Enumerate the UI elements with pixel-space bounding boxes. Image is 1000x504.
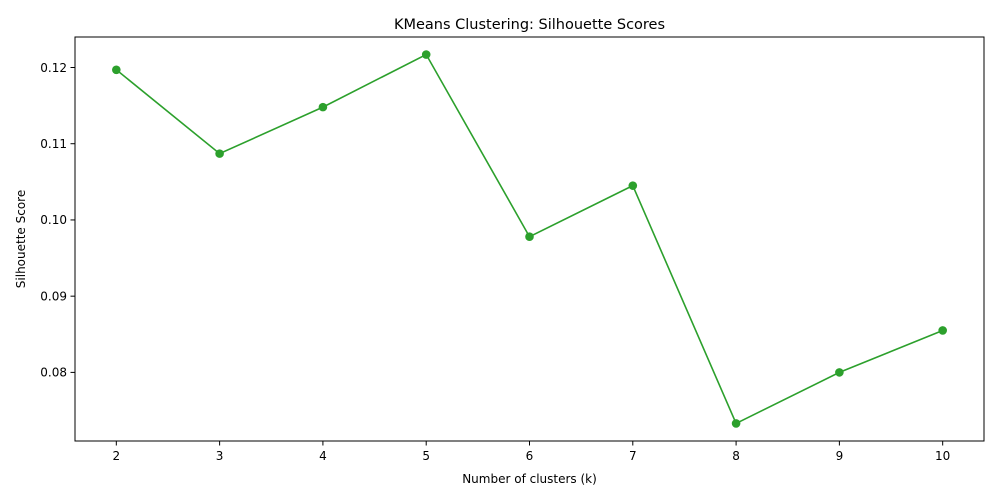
y-tick-label: 0.09 xyxy=(40,289,67,303)
x-axis: 2 3 4 5 6 7 8 9 10 xyxy=(112,441,950,463)
y-tick-label: 0.11 xyxy=(40,137,67,151)
y-axis-label: Silhouette Score xyxy=(14,190,28,288)
chart-title: KMeans Clustering: Silhouette Scores xyxy=(394,17,665,33)
y-axis: 0.08 0.09 0.10 0.11 0.12 xyxy=(40,61,75,380)
x-tick-label: 3 xyxy=(216,449,224,463)
y-tick-label: 0.12 xyxy=(40,61,67,75)
data-point xyxy=(835,368,844,377)
x-axis-label: Number of clusters (k) xyxy=(462,472,597,486)
data-point xyxy=(525,232,534,242)
data-point xyxy=(112,65,121,75)
x-tick-label: 2 xyxy=(112,449,120,463)
data-point xyxy=(318,102,328,112)
data-point xyxy=(938,326,947,335)
x-tick-label: 10 xyxy=(935,449,950,463)
series-markers xyxy=(112,50,947,428)
x-tick-label: 4 xyxy=(319,449,327,463)
x-tick-label: 5 xyxy=(422,449,430,463)
x-tick-label: 7 xyxy=(629,449,637,463)
y-tick-label: 0.08 xyxy=(40,366,67,380)
data-point xyxy=(215,149,224,158)
x-tick-label: 6 xyxy=(526,449,534,463)
y-tick-label: 0.10 xyxy=(40,213,67,227)
x-tick-label: 8 xyxy=(732,449,740,463)
data-point xyxy=(628,181,638,190)
x-tick-label: 9 xyxy=(836,449,844,463)
data-point xyxy=(421,50,431,59)
data-point xyxy=(731,419,741,428)
